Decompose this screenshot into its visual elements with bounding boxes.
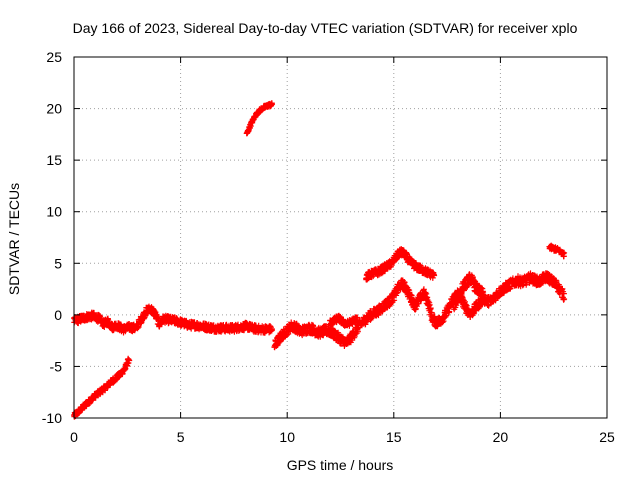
grid-lines <box>74 57 607 418</box>
x-axis-label: GPS time / hours <box>287 457 394 473</box>
x-tick-label: 25 <box>599 429 615 445</box>
y-tick-label: 10 <box>46 204 62 220</box>
y-tick-label: 25 <box>46 49 62 65</box>
x-tick-label: 15 <box>386 429 402 445</box>
data-points-segment <box>546 242 568 260</box>
y-tick-label: -5 <box>50 358 63 374</box>
x-tick-label: 0 <box>70 429 78 445</box>
y-tick-label: -10 <box>42 410 62 426</box>
y-tick-label: 20 <box>46 101 62 117</box>
y-tick-label: 5 <box>54 255 62 271</box>
axis-ticks: 0 5 10 15 20 25 -10 -5 0 5 10 15 20 25 <box>42 49 615 445</box>
y-axis-label: SDTVAR / TECUs <box>6 183 22 295</box>
plot-frame <box>73 56 608 419</box>
x-tick-label: 10 <box>279 429 295 445</box>
data-points-segment <box>363 246 438 283</box>
data-points-segment <box>326 312 361 329</box>
y-tick-label: 0 <box>54 307 62 323</box>
x-tick-label: 20 <box>493 429 509 445</box>
chart-title: Day 166 of 2023, Sidereal Day-to-day VTE… <box>73 20 578 36</box>
x-tick-label: 5 <box>177 429 185 445</box>
data-points-segment <box>450 271 487 313</box>
y-tick-label: 15 <box>46 152 62 168</box>
data-points-segment <box>271 270 568 351</box>
data-points-segment <box>243 100 275 137</box>
